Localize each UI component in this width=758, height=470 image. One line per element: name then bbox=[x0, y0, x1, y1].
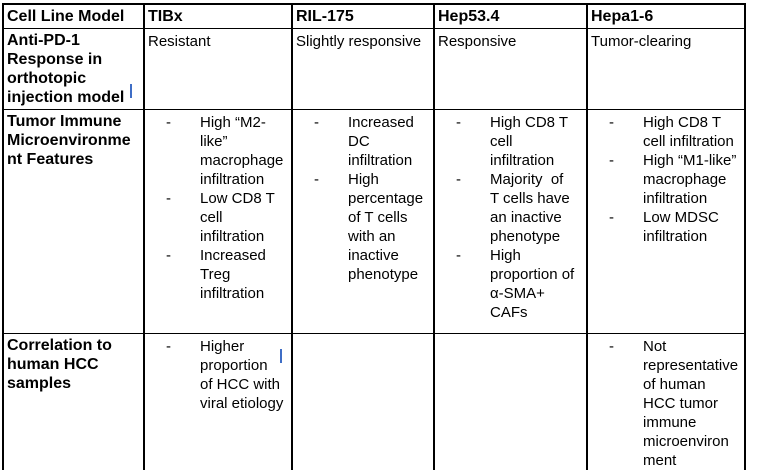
row-anti-pd1-response: Anti-PD-1 Response in orthotopic injecti… bbox=[2, 27, 746, 110]
bullet-text: High CD8 T cell infiltration bbox=[490, 113, 572, 169]
column-header-ril-175[interactable]: RIL-175 bbox=[291, 3, 435, 29]
list-item: - Not representative of human HCC tumor i… bbox=[591, 337, 740, 470]
cell-corr-hep53-4[interactable] bbox=[433, 332, 588, 470]
bullet-text: Low MDSC infiltration bbox=[643, 208, 724, 245]
cell-response-ril-175[interactable]: Slightly responsive bbox=[291, 27, 435, 110]
list-item: - High percentage of T cells with an inac… bbox=[296, 170, 426, 284]
bullet-dash: - bbox=[166, 189, 171, 207]
column-header-hep53-4[interactable]: Hep53.4 bbox=[433, 3, 588, 29]
row-tumor-immune-features: Tumor Immune Microenvironment Features -… bbox=[2, 108, 746, 334]
bullet-text: Not representative of human HCC tumor im… bbox=[643, 337, 743, 469]
row-label-anti-pd1-response[interactable]: Anti-PD-1 Response in orthotopic injecti… bbox=[2, 27, 145, 110]
cell-response-hepa1-6[interactable]: Tumor-clearing bbox=[586, 27, 746, 110]
bullet-text: High “M2-like” macrophage infiltration bbox=[200, 113, 288, 188]
bullet-list: - High CD8 T cell infiltration - Majority … bbox=[438, 113, 576, 322]
row-label-correlation[interactable]: Correlation to human HCC samples bbox=[2, 332, 145, 470]
text-caret bbox=[130, 84, 132, 98]
bullet-text: Majority of T cells have an inactive phe… bbox=[490, 170, 574, 245]
bullet-list: - Increased DC infiltration - High percent… bbox=[296, 113, 426, 284]
bullet-text: High proportion of α-SMA+ CAFs bbox=[490, 246, 579, 321]
list-item: - High “M1-like” macrophage infiltration bbox=[591, 151, 740, 208]
cell-time-tibx[interactable]: - High “M2-like” macrophage infiltration … bbox=[143, 108, 293, 334]
bullet-text: High percentage of T cells with an inact… bbox=[348, 170, 428, 283]
cell-response-tibx[interactable]: Resistant bbox=[143, 27, 293, 110]
column-header-tibx[interactable]: TIBx bbox=[143, 3, 293, 29]
cell-corr-tibx[interactable]: - Higher proportion of HCC with viral eti… bbox=[143, 332, 293, 470]
bullet-dash: - bbox=[609, 151, 614, 169]
bullet-dash: - bbox=[166, 337, 171, 355]
bullet-dash: - bbox=[314, 113, 319, 131]
cell-time-hepa1-6[interactable]: - High CD8 T cell infiltration - High “M1-… bbox=[586, 108, 746, 334]
bullet-dash: - bbox=[456, 170, 461, 188]
table-header-row: Cell Line Model TIBx RIL-175 Hep53.4 Hep… bbox=[2, 3, 746, 29]
list-item: - Increased DC infiltration bbox=[296, 113, 426, 170]
cell-line-comparison-table: Cell Line Model TIBx RIL-175 Hep53.4 Hep… bbox=[2, 3, 746, 470]
bullet-dash: - bbox=[609, 337, 614, 355]
bullet-list: - Not representative of human HCC tumor i… bbox=[591, 337, 740, 470]
list-item: - High proportion of α-SMA+ CAFs bbox=[438, 246, 576, 322]
text-caret bbox=[280, 349, 282, 363]
bullet-text: High “M1-like” macrophage infiltration bbox=[643, 151, 741, 207]
row-label-tumor-immune-features[interactable]: Tumor Immune Microenvironment Features bbox=[2, 108, 145, 334]
bullet-text: Low CD8 T cell infiltration bbox=[200, 189, 279, 245]
bullet-text: Increased Treg infiltration bbox=[200, 246, 270, 302]
bullet-list: - High CD8 T cell infiltration - High “M1-… bbox=[591, 113, 740, 246]
bullet-dash: - bbox=[609, 208, 614, 226]
cell-corr-ril-175[interactable] bbox=[291, 332, 435, 470]
bullet-text: Higher proportion of HCC with viral etio… bbox=[200, 337, 285, 412]
bullet-list: - Higher proportion of HCC with viral eti… bbox=[148, 337, 284, 413]
list-item: - High CD8 T cell infiltration bbox=[438, 113, 576, 170]
cell-time-hep53-4[interactable]: - High CD8 T cell infiltration - Majority … bbox=[433, 108, 588, 334]
bullet-dash: - bbox=[456, 246, 461, 264]
list-item: - Low CD8 T cell infiltration bbox=[148, 189, 284, 246]
list-item: - Increased Treg infiltration bbox=[148, 246, 284, 303]
list-item: - Higher proportion of HCC with viral eti… bbox=[148, 337, 284, 413]
bullet-dash: - bbox=[166, 113, 171, 131]
bullet-text: Increased DC infiltration bbox=[348, 113, 419, 169]
list-item: - High “M2-like” macrophage infiltration bbox=[148, 113, 284, 189]
bullet-dash: - bbox=[166, 246, 171, 264]
bullet-dash: - bbox=[609, 113, 614, 131]
list-item: - Majority of T cells have an inactive ph… bbox=[438, 170, 576, 246]
row-correlation-human-hcc: Correlation to human HCC samples - Higher… bbox=[2, 332, 746, 470]
bullet-dash: - bbox=[314, 170, 319, 188]
column-header-hepa1-6[interactable]: Hepa1-6 bbox=[586, 3, 746, 29]
list-item: - High CD8 T cell infiltration bbox=[591, 113, 740, 151]
cell-response-hep53-4[interactable]: Responsive bbox=[433, 27, 588, 110]
bullet-list: - High “M2-like” macrophage infiltration … bbox=[148, 113, 284, 303]
bullet-text: High CD8 T cell infiltration bbox=[643, 113, 734, 150]
column-header-cell-line-model[interactable]: Cell Line Model bbox=[2, 3, 145, 29]
cell-corr-hepa1-6[interactable]: - Not representative of human HCC tumor i… bbox=[586, 332, 746, 470]
cell-time-ril-175[interactable]: - Increased DC infiltration - High percent… bbox=[291, 108, 435, 334]
bullet-dash: - bbox=[456, 113, 461, 131]
list-item: - Low MDSC infiltration bbox=[591, 208, 740, 246]
